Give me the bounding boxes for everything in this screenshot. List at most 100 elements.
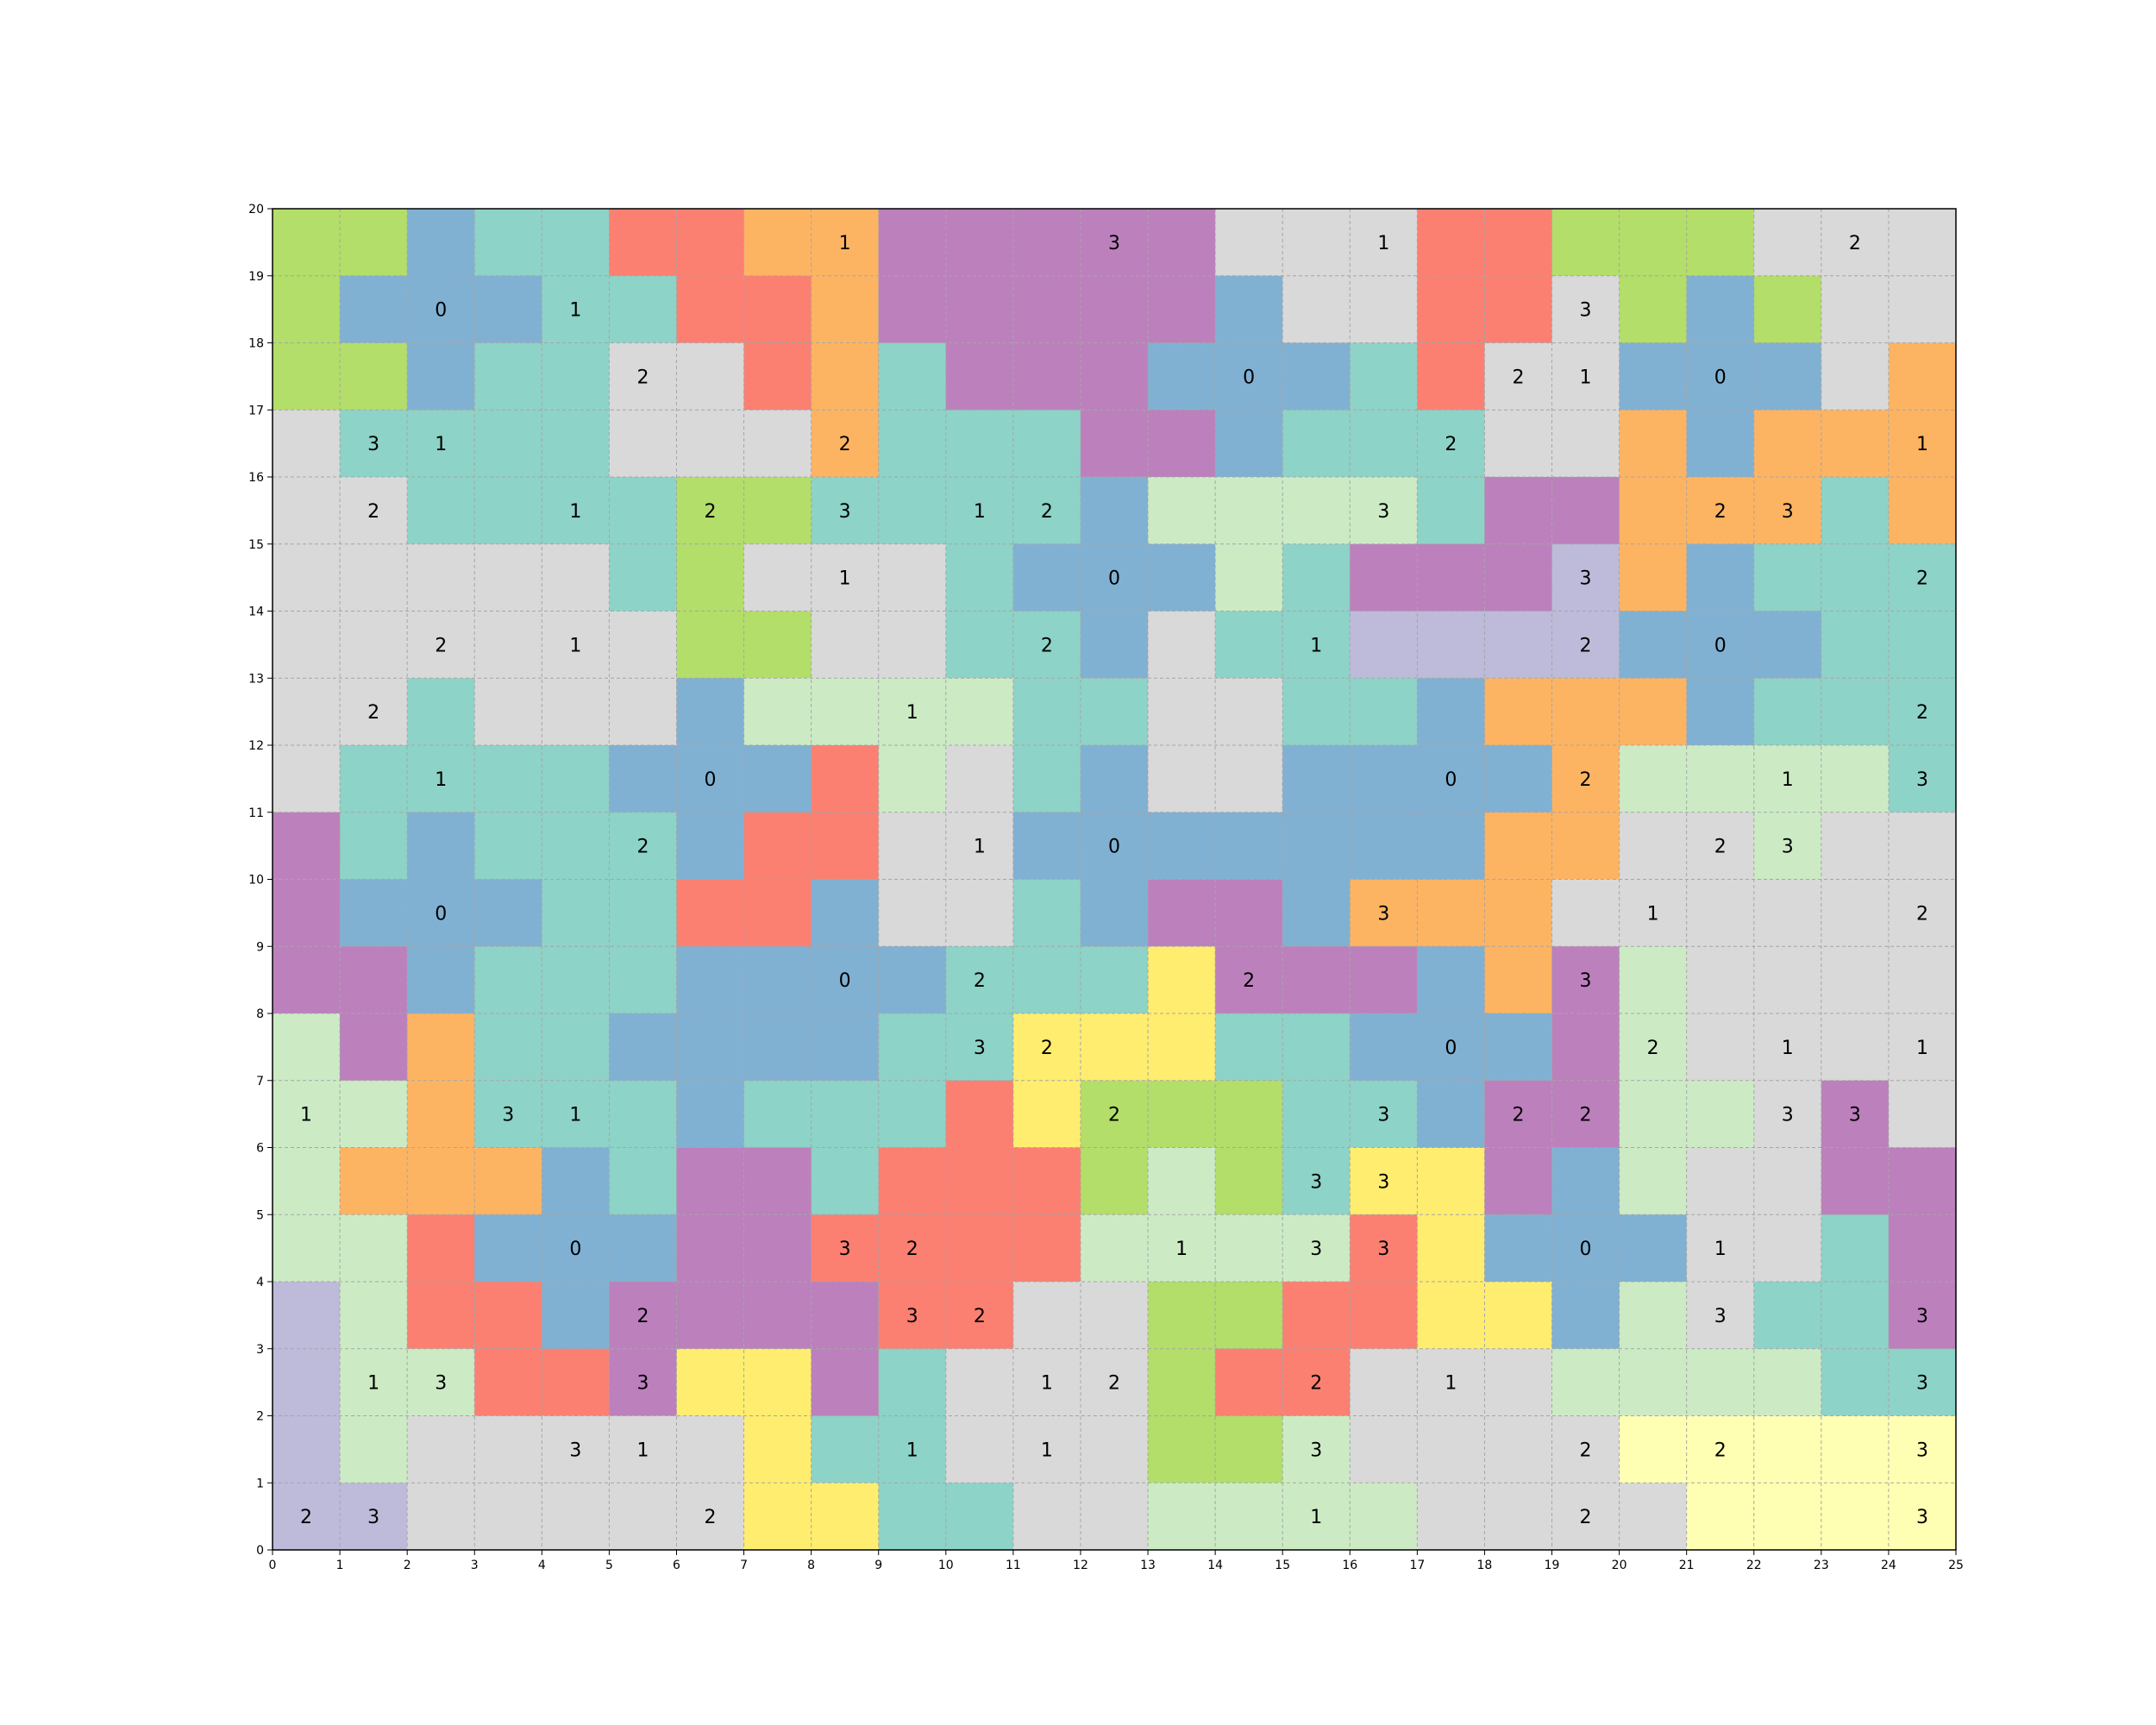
cell-17-17[interactable] <box>1417 342 1485 411</box>
cell-22-2[interactable] <box>1753 1348 1822 1416</box>
cell-16-14[interactable] <box>1350 543 1418 612</box>
cell-23-1[interactable] <box>1821 1415 1890 1484</box>
cell-10-14[interactable] <box>945 543 1014 612</box>
cell-8-19[interactable] <box>811 209 880 277</box>
cell-9-3[interactable] <box>878 1282 947 1350</box>
cell-21-12[interactable] <box>1686 678 1755 746</box>
cell-9-12[interactable] <box>878 678 947 746</box>
cell-16-5[interactable] <box>1350 1147 1418 1215</box>
cell-10-16[interactable] <box>945 410 1014 478</box>
cell-0-13[interactable] <box>273 611 341 679</box>
cell-22-7[interactable] <box>1753 1013 1822 1082</box>
cell-4-19[interactable] <box>542 209 610 277</box>
cell-2-2[interactable] <box>407 1348 475 1416</box>
cell-1-0[interactable] <box>340 1483 408 1551</box>
cell-24-15[interactable] <box>1888 477 1957 545</box>
cell-2-15[interactable] <box>407 477 475 545</box>
cell-15-18[interactable] <box>1282 275 1351 343</box>
cell-22-11[interactable] <box>1753 745 1822 813</box>
cell-9-19[interactable] <box>878 209 947 277</box>
cell-2-10[interactable] <box>407 812 475 880</box>
cell-7-7[interactable] <box>743 1013 812 1082</box>
cell-17-2[interactable] <box>1417 1348 1485 1416</box>
cell-24-1[interactable] <box>1888 1415 1957 1484</box>
cell-4-15[interactable] <box>542 477 610 545</box>
cell-23-12[interactable] <box>1821 678 1890 746</box>
cell-3-2[interactable] <box>474 1348 542 1416</box>
cell-23-0[interactable] <box>1821 1483 1890 1551</box>
cell-12-18[interactable] <box>1080 275 1149 343</box>
cell-9-7[interactable] <box>878 1013 947 1082</box>
cell-11-14[interactable] <box>1012 543 1081 612</box>
cell-20-2[interactable] <box>1619 1348 1688 1416</box>
cell-17-12[interactable] <box>1417 678 1485 746</box>
cell-9-17[interactable] <box>878 342 947 411</box>
cell-1-10[interactable] <box>340 812 408 880</box>
cell-6-17[interactable] <box>676 342 745 411</box>
cell-9-14[interactable] <box>878 543 947 612</box>
cell-0-2[interactable] <box>273 1348 341 1416</box>
cell-10-4[interactable] <box>945 1214 1014 1283</box>
cell-11-1[interactable] <box>1012 1415 1081 1484</box>
cell-23-16[interactable] <box>1821 410 1890 478</box>
cell-2-5[interactable] <box>407 1147 475 1215</box>
cell-13-7[interactable] <box>1148 1013 1216 1082</box>
cell-21-11[interactable] <box>1686 745 1755 813</box>
cell-4-2[interactable] <box>542 1348 610 1416</box>
cell-7-16[interactable] <box>743 410 812 478</box>
cell-24-3[interactable] <box>1888 1282 1957 1350</box>
cell-7-5[interactable] <box>743 1147 812 1215</box>
cell-21-3[interactable] <box>1686 1282 1755 1350</box>
cell-17-19[interactable] <box>1417 209 1485 277</box>
cell-18-4[interactable] <box>1484 1214 1553 1283</box>
cell-14-14[interactable] <box>1215 543 1283 612</box>
cell-19-12[interactable] <box>1551 678 1620 746</box>
cell-8-2[interactable] <box>811 1348 880 1416</box>
cell-5-11[interactable] <box>609 745 677 813</box>
cell-12-7[interactable] <box>1080 1013 1149 1082</box>
cell-11-6[interactable] <box>1012 1080 1081 1148</box>
cell-11-5[interactable] <box>1012 1147 1081 1215</box>
cell-16-0[interactable] <box>1350 1483 1418 1551</box>
cell-14-13[interactable] <box>1215 611 1283 679</box>
cell-23-3[interactable] <box>1821 1282 1890 1350</box>
cell-14-17[interactable] <box>1215 342 1283 411</box>
cell-0-1[interactable] <box>273 1415 341 1484</box>
cell-2-7[interactable] <box>407 1013 475 1082</box>
cell-0-3[interactable] <box>273 1282 341 1350</box>
cell-2-8[interactable] <box>407 946 475 1014</box>
cell-21-4[interactable] <box>1686 1214 1755 1283</box>
cell-16-7[interactable] <box>1350 1013 1418 1082</box>
cell-23-2[interactable] <box>1821 1348 1890 1416</box>
cell-18-8[interactable] <box>1484 946 1553 1014</box>
cell-16-6[interactable] <box>1350 1080 1418 1148</box>
cell-21-6[interactable] <box>1686 1080 1755 1148</box>
cell-20-19[interactable] <box>1619 209 1688 277</box>
cell-14-3[interactable] <box>1215 1282 1283 1350</box>
cell-12-2[interactable] <box>1080 1348 1149 1416</box>
cell-13-6[interactable] <box>1148 1080 1216 1148</box>
cell-24-7[interactable] <box>1888 1013 1957 1082</box>
cell-17-3[interactable] <box>1417 1282 1485 1350</box>
cell-3-8[interactable] <box>474 946 542 1014</box>
cell-23-19[interactable] <box>1821 209 1890 277</box>
cell-0-7[interactable] <box>273 1013 341 1082</box>
cell-6-14[interactable] <box>676 543 745 612</box>
cell-4-8[interactable] <box>542 946 610 1014</box>
cell-16-3[interactable] <box>1350 1282 1418 1350</box>
cell-8-11[interactable] <box>811 745 880 813</box>
cell-18-7[interactable] <box>1484 1013 1553 1082</box>
cell-22-6[interactable] <box>1753 1080 1822 1148</box>
cell-20-15[interactable] <box>1619 477 1688 545</box>
cell-20-16[interactable] <box>1619 410 1688 478</box>
cell-1-9[interactable] <box>340 879 408 947</box>
cell-17-15[interactable] <box>1417 477 1485 545</box>
cell-14-5[interactable] <box>1215 1147 1283 1215</box>
cell-1-11[interactable] <box>340 745 408 813</box>
cell-6-7[interactable] <box>676 1013 745 1082</box>
cell-18-1[interactable] <box>1484 1415 1553 1484</box>
cell-18-15[interactable] <box>1484 477 1553 545</box>
cell-15-10[interactable] <box>1282 812 1351 880</box>
cell-9-9[interactable] <box>878 879 947 947</box>
cell-2-18[interactable] <box>407 275 475 343</box>
